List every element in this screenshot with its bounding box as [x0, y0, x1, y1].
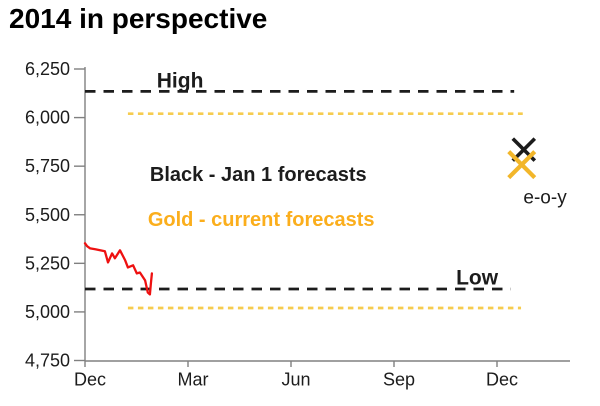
- x-axis-tick-label: Jun: [281, 370, 310, 390]
- y-axis-tick-label: 6,250: [25, 59, 70, 79]
- annotation-black-jan-1-forecasts: Black - Jan 1 forecasts: [150, 164, 367, 186]
- annotation-high: High: [157, 69, 204, 92]
- y-axis-tick-label: 5,750: [25, 156, 70, 176]
- x-axis-tick-label: Sep: [383, 370, 415, 390]
- y-axis-tick-label: 5,000: [25, 302, 70, 322]
- x-axis-tick-label: Mar: [178, 370, 209, 390]
- y-axis-tick-label: 4,750: [25, 351, 70, 371]
- actual-series-line: [83, 242, 154, 296]
- annotation-gold-current-forecasts: Gold - current forecasts: [148, 209, 375, 231]
- annotation-low: Low: [456, 266, 499, 289]
- x-axis-tick-label: Dec: [486, 370, 518, 390]
- x-axis-tick-label: Dec: [74, 370, 106, 390]
- chart-title: 2014 in perspective: [9, 3, 268, 34]
- y-axis-tick-label: 5,250: [25, 253, 70, 273]
- current-eoy-forecast-x-marker: [507, 150, 537, 180]
- annotation-e-o-y: e-o-y: [523, 187, 567, 208]
- y-axis-tick-label: 5,500: [25, 205, 70, 225]
- y-axis-tick-label: 6,000: [25, 108, 70, 128]
